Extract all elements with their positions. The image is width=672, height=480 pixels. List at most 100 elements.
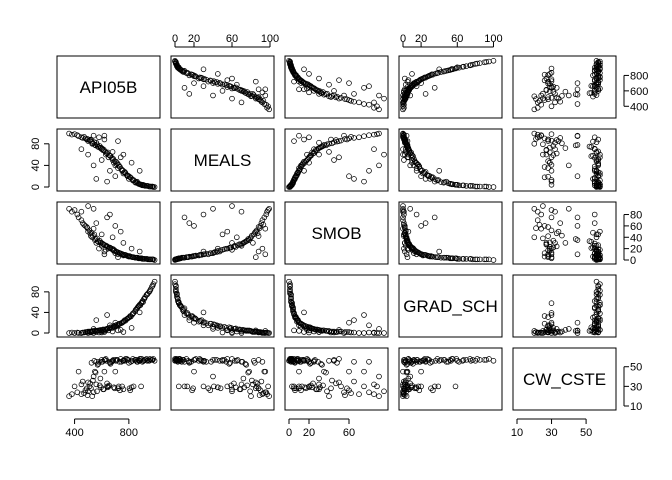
tick-label: 400 [630,101,648,113]
data-point-1-4-110 [552,146,558,152]
data-point-4-3-83 [412,385,418,392]
data-point-4-1-22 [246,368,252,375]
data-point-2-4-57 [588,245,595,251]
data-point-3-4-95 [593,291,600,298]
data-point-4-1-110 [238,381,245,388]
data-point-0-3-105 [401,88,407,94]
data-point-3-1-95 [174,291,180,298]
data-point-4-2-107 [326,358,332,364]
data-point-2-0-73 [84,225,91,231]
data-point-3-0-73 [84,329,91,335]
data-point-2-4-107 [593,234,600,241]
data-point-4-1-36 [183,356,190,362]
data-point-3-4-75 [559,328,565,335]
data-point-4-3-109 [422,359,429,365]
data-point-4-3-97 [483,357,489,363]
tick-label: 0 [400,33,406,45]
data-point-4-2-23 [319,362,325,368]
data-point-2-3-67 [445,254,451,261]
data-point-2-4-101 [548,214,555,221]
data-point-1-3-94 [460,182,467,189]
panel-frame-1-1 [170,128,275,192]
data-point-0-1-100 [191,80,197,86]
data-point-2-4-104 [566,206,572,212]
data-point-2-4-17 [538,211,544,218]
data-point-0-1-106 [229,75,235,82]
data-point-0-4-97 [595,59,601,65]
tick-label: 60 [451,33,463,45]
data-point-2-1-102 [253,254,259,260]
panel-frame-0-1 [170,55,275,119]
data-point-0-3-109 [422,91,429,97]
data-point-0-3-111 [405,77,412,83]
data-point-4-1-5 [224,383,231,390]
data-point-1-3-43 [490,184,497,190]
data-point-3-0-98 [96,329,102,336]
data-point-4-3-36 [434,356,441,362]
data-point-2-4-106 [543,240,550,246]
data-point-0-4-84 [595,79,601,85]
data-point-3-1-97 [173,282,179,289]
data-point-1-4-76 [572,142,579,149]
data-point-0-2-95 [288,62,294,68]
data-point-0-3-96 [474,60,480,67]
data-point-4-2-104 [376,373,382,380]
data-point-4-0-97 [149,357,156,363]
data-point-0-4-39 [548,65,555,72]
data-point-2-0-17 [74,211,81,218]
data-point-0-3-90 [435,69,442,76]
data-point-1-2-17 [366,132,372,138]
panel-api05b-vs-grad_sch [400,58,497,113]
data-point-2-4-24 [562,240,569,246]
data-point-2-3-95 [468,256,474,262]
data-point-4-1-75 [249,377,255,384]
data-point-2-1-90 [184,254,191,260]
data-point-4-2-101 [361,383,367,390]
data-point-4-1-80 [232,358,238,364]
data-point-0-4-90 [548,69,555,76]
data-point-4-2-21 [326,393,332,399]
data-point-3-1-43 [172,278,178,285]
data-point-2-4-85 [541,250,548,256]
data-point-3-0-112 [136,309,143,316]
data-point-2-4-18 [548,207,555,213]
data-point-2-4-45 [534,208,541,215]
tick-label: 0 [30,330,42,336]
panel-meals-vs-smob [286,130,387,190]
data-point-3-0-102 [115,327,121,334]
data-point-4-3-112 [436,358,442,364]
data-point-3-0-45 [69,329,75,336]
data-point-1-2-113 [381,151,387,158]
data-point-3-2-91 [290,306,296,313]
data-point-2-0-110 [78,208,85,215]
data-point-0-4-48 [545,96,551,103]
data-point-2-3-107 [402,234,409,241]
data-point-2-3-111 [405,228,412,235]
data-point-2-4-114 [574,251,581,258]
data-point-2-3-85 [416,250,423,256]
data-point-2-3-101 [431,214,438,221]
data-point-4-0-112 [136,358,143,364]
data-point-4-2-85 [298,387,304,394]
data-point-2-0-80 [103,243,110,249]
data-point-2-0-94 [141,256,148,262]
data-point-1-4-75 [559,140,565,147]
data-point-2-1-101 [181,214,188,221]
data-point-2-0-114 [101,251,108,258]
data-point-0-4-86 [593,76,600,82]
data-point-4-1-45 [264,391,270,397]
panel-meals-vs-api05b [66,130,158,190]
data-point-3-1-112 [200,309,207,316]
data-point-3-0-18 [71,330,78,336]
data-point-3-0-100 [112,319,119,326]
data-point-4-2-110 [371,381,377,388]
panel-frame-2-3 [398,201,503,265]
data-point-1-2-44 [376,130,382,137]
data-point-1-4-108 [547,159,553,166]
data-point-3-0-104 [90,326,97,332]
data-point-4-1-59 [216,358,223,364]
data-point-2-4-111 [597,228,603,235]
data-point-1-0-82 [109,155,115,161]
data-point-1-0-50 [88,138,95,145]
data-point-2-4-108 [547,245,553,252]
